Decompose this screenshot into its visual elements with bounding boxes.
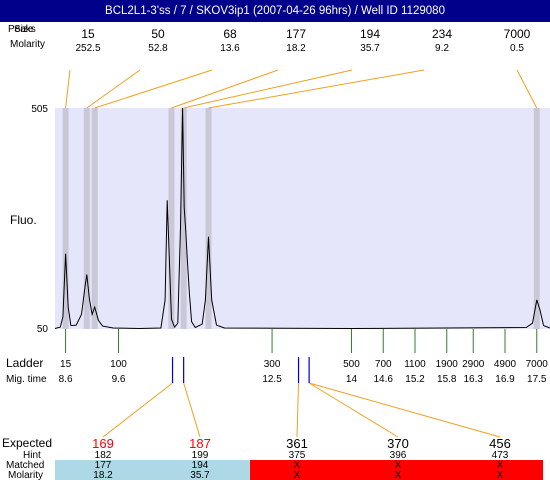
y-tick-min: 50 (37, 324, 49, 335)
peak-molarity-label: 35.7 (360, 43, 380, 54)
hint-size-value: 396 (390, 450, 407, 461)
ladder-size-label: 300 (264, 359, 281, 370)
hint-size-value: 199 (192, 450, 209, 461)
ladder-size-label: 1100 (404, 359, 426, 370)
expected-cell-bg (445, 460, 543, 480)
matched-molarity-value: X (395, 470, 402, 480)
ladder-size-label: 7000 (526, 359, 549, 370)
hint-leader-line (308, 382, 501, 438)
ladder-time-label: 15.8 (437, 374, 457, 385)
ladder-row-label: Ladder (6, 356, 43, 370)
ladder-time-label: 8.6 (59, 374, 73, 385)
matched-size-value: X (294, 460, 301, 471)
matched-size-value: 177 (95, 460, 112, 471)
matched-molarity-value: 35.7 (190, 470, 210, 480)
ladder-time-label: 17.5 (527, 374, 547, 385)
matched-molarity-value: 18.2 (93, 470, 113, 480)
hint-size-value: 375 (289, 450, 306, 461)
peak-leader-line (86, 69, 141, 109)
ladder-size-label: 15 (60, 359, 72, 370)
peak-leader-line (516, 69, 538, 109)
expected-size-value: 370 (387, 436, 409, 451)
size-header-label: Size (14, 24, 34, 35)
peak-leader-line (208, 69, 425, 109)
expected-size-value: 456 (489, 436, 511, 451)
hint-size-value: 182 (95, 450, 112, 461)
expected-cell-bg (152, 460, 251, 480)
matched-row-label: Matched (6, 460, 44, 471)
peak-size-label: 234 (432, 27, 452, 41)
molarity-header-label: Molarity (10, 39, 45, 50)
fluorescence-trace (54, 107, 550, 330)
ladder-size-label: 100 (110, 359, 127, 370)
ladder-size-label: 700 (375, 359, 392, 370)
peak-molarity-label: 13.6 (220, 43, 240, 54)
peak-band (62, 108, 69, 329)
molarity-row-label: Molarity (8, 470, 43, 480)
peak-molarity-label: 18.2 (286, 43, 306, 54)
peak-leader-line (171, 69, 279, 109)
peak-band (205, 108, 212, 329)
ladder-time-label: 15.2 (405, 374, 425, 385)
matched-molarity-value: X (497, 470, 504, 480)
expected-cell-bg (250, 460, 348, 480)
peak-molarity-label: 52.8 (148, 43, 168, 54)
peak-size-label: 194 (360, 27, 380, 41)
hint-leader-line (296, 382, 300, 438)
peak-band (91, 108, 98, 329)
hint-leader-line (102, 382, 173, 438)
peak-leader-line (94, 69, 213, 109)
ladder-time-label: 14 (346, 374, 358, 385)
peak-band (168, 108, 175, 329)
peak-molarity-label: 252.5 (75, 43, 100, 54)
peak-molarity-label: 9.2 (435, 43, 449, 54)
fluo-axis-label: Fluo. (10, 213, 37, 227)
peak-size-label: 177 (286, 27, 306, 41)
peak-size-label: 50 (151, 27, 165, 41)
matched-molarity-value: X (294, 470, 301, 480)
ladder-time-label: 9.6 (112, 374, 126, 385)
ladder-time-label: 12.5 (262, 374, 282, 385)
ladder-size-label: 2900 (462, 359, 485, 370)
expected-size-value: 169 (92, 436, 114, 451)
expected-row-label: Expected (2, 436, 52, 450)
peak-band (180, 108, 187, 329)
hint-row-label: Hint (23, 450, 41, 461)
ladder-size-label: 500 (343, 359, 360, 370)
hint-leader-line (183, 382, 201, 438)
expected-size-value: 361 (286, 436, 308, 451)
ladder-time-label: 14.6 (374, 374, 394, 385)
peak-leader-line (65, 69, 71, 109)
peak-size-label: 7000 (504, 27, 531, 41)
peak-band (83, 108, 90, 329)
matched-size-value: 194 (192, 460, 209, 471)
y-tick-max: 505 (31, 104, 48, 115)
peak-size-label: 68 (223, 27, 237, 41)
peak-band (533, 108, 540, 329)
expected-cell-bg (347, 460, 446, 480)
hint-leader-line (308, 382, 399, 438)
migtime-row-label: Mig. time (6, 374, 47, 385)
ladder-size-label: 1900 (436, 359, 459, 370)
expected-cell-bg (55, 460, 153, 480)
matched-size-value: X (395, 460, 402, 471)
matched-size-value: X (497, 460, 504, 471)
peak-molarity-label: 0.5 (510, 43, 524, 54)
plot-background (55, 108, 550, 329)
hint-size-value: 473 (492, 450, 509, 461)
peaks-header-label: Peaks (8, 24, 36, 35)
ladder-size-label: 4900 (494, 359, 517, 370)
window-title: BCL2L1-3'ss / 7 / SKOV3ip1 (2007-04-26 9… (0, 0, 550, 22)
expected-size-value: 187 (189, 436, 211, 451)
ladder-time-label: 16.3 (464, 374, 484, 385)
ladder-time-label: 16.9 (495, 374, 515, 385)
peak-leader-line (183, 69, 353, 109)
peak-size-label: 15 (81, 27, 95, 41)
